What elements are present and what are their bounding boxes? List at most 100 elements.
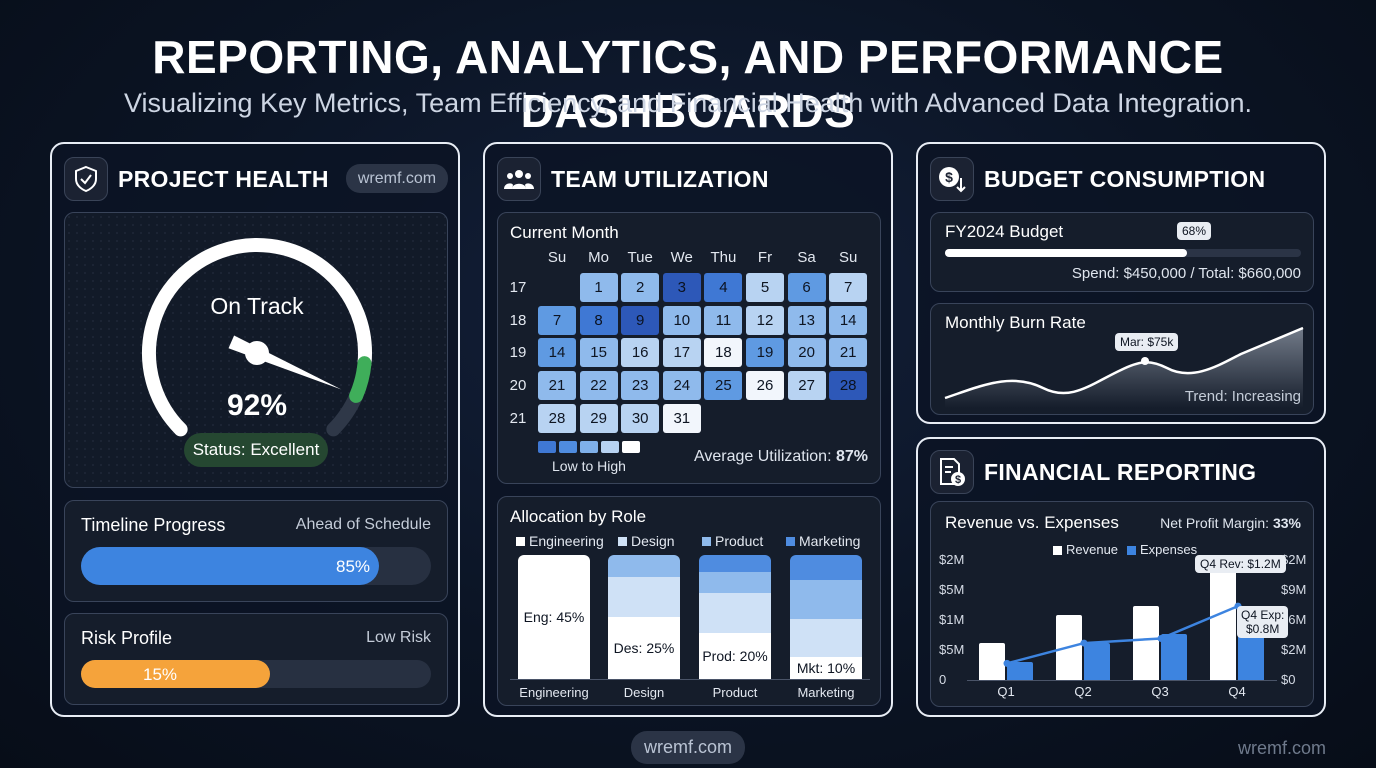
y-axis-tick-label: $5M <box>939 582 965 597</box>
allocation-axis-label: Product <box>712 685 758 700</box>
page-subtitle: Visualizing Key Metrics, Team Efficiency… <box>123 88 1253 118</box>
calendar-title: Current Month <box>510 223 619 242</box>
burn-rate-line <box>944 326 1304 400</box>
y2-axis-tick-label: $2M <box>1281 642 1307 657</box>
budget-title: BUDGET CONSUMPTION <box>984 165 1266 192</box>
average-label: Average Utilization: <box>693 448 832 465</box>
risk-note: Low Risk <box>366 629 431 646</box>
y-axis-tick-label: 0 <box>939 672 947 687</box>
y2-axis-tick-label: $2M <box>1281 552 1307 567</box>
calendar-cell: 6 <box>787 273 826 302</box>
calendar-cell: 1 <box>579 273 618 302</box>
gauge-fill <box>142 238 372 437</box>
q4-expense-callout: Q4 Exp: $0.8M <box>1237 606 1289 638</box>
calendar-cell: 22 <box>579 371 618 401</box>
allocation-card: Allocation by Role Engineering Design Prod… <box>497 496 881 706</box>
calendar-day-header: Su <box>547 249 567 266</box>
x-axis-tick-label: Q3 <box>1151 684 1169 699</box>
calendar-cell: 26 <box>746 371 784 401</box>
team-utilization-title: TEAM UTILIZATION <box>551 165 769 192</box>
x-axis-tick-label: Q4 <box>1228 684 1246 699</box>
y2-axis-tick-label: $0 <box>1281 672 1296 687</box>
budget-spend: Spend: $450,000 / Total: $660,000 <box>1071 265 1301 282</box>
timeline-fill <box>81 547 379 585</box>
allocation-bar-label: Des: 25% <box>613 640 675 656</box>
allocation-legend-label: Product <box>715 533 764 549</box>
allocation-legend: Engineering Design Product Marketing <box>516 533 876 549</box>
revenue-bar <box>1133 606 1159 680</box>
y-axis-tick-label: $2M <box>939 552 965 567</box>
expense-bar <box>1161 633 1187 680</box>
expense-bar <box>1084 643 1110 680</box>
heatmap-legend <box>538 441 648 455</box>
calendar-cell: 21 <box>538 371 576 401</box>
q4-expense-callout-line2: $0.8M <box>1246 622 1280 636</box>
allocation-bar-segment <box>518 555 590 679</box>
financial-title: FINANCIAL REPORTING <box>984 458 1257 485</box>
calendar-cell: 27 <box>787 371 826 401</box>
net-profit-margin: Net Profit Margin: 33% <box>1160 515 1301 531</box>
calendar-cell: 4 <box>704 273 743 302</box>
calendar-card: Current Month Su Mo Tue We Thu Fr Sa Su 17 1 2 3 4 5 6… <box>497 212 881 484</box>
allocation-bar-segment <box>608 577 680 617</box>
budget-badge: 68% <box>1177 222 1212 240</box>
allocation-bar-segment <box>790 619 862 657</box>
allocation-title: Allocation by Role <box>510 507 647 526</box>
calendar-cell: 29 <box>579 403 618 433</box>
calendar-cell: 7 <box>829 273 868 302</box>
burn-rate-marker <box>1141 357 1149 365</box>
project-health-title: PROJECT HEALTH <box>118 165 329 192</box>
calendar-cell: 14 <box>829 305 868 335</box>
health-gauge <box>142 238 372 437</box>
revenue-expenses-card: Revenue vs. Expenses Net Profit Margin: … <box>930 501 1314 707</box>
project-health-panel: PROJECT HEALTH wremf.com On Track 92% St… <box>50 142 460 717</box>
calendar-day-header: Su <box>839 249 858 266</box>
fin-legend-label: Expenses <box>1140 542 1198 557</box>
budget-fill <box>945 249 1188 257</box>
x-axis-tick-label: Q2 <box>1074 684 1092 699</box>
margin-label: Net Profit Margin: <box>1160 515 1270 531</box>
gauge-needle <box>228 335 342 390</box>
calendar-week-label: 20 <box>509 377 527 395</box>
risk-card: Risk Profile Low Risk 15% <box>64 613 448 705</box>
revenue-chart-title: Revenue vs. Expenses <box>945 513 1119 532</box>
allocation-bar-segment <box>699 633 771 679</box>
site-pill[interactable]: wremf.com <box>346 164 448 193</box>
timeline-value: 85% <box>336 557 371 576</box>
gauge-fill-green <box>349 356 372 403</box>
allocation-bar-segment <box>790 656 862 679</box>
trend-point <box>1080 639 1088 647</box>
team-icon <box>497 157 541 201</box>
calendar-day-header: Tue <box>627 249 653 266</box>
revenue-bar <box>979 643 1005 680</box>
heatmap-legend-swatch <box>601 441 619 453</box>
y-axis-tick-label: $1M <box>939 612 965 627</box>
calendar-cell: 14 <box>538 338 576 368</box>
allocation-bar-segment <box>608 555 680 578</box>
calendar-cell: 11 <box>704 305 743 335</box>
average-utilization: Average Utilization: 87% <box>694 448 868 466</box>
heatmap-legend-swatch <box>559 441 577 453</box>
calendar-cell: 28 <box>538 403 576 433</box>
calendar-cell: 13 <box>787 305 826 335</box>
calendar-cell: 21 <box>829 338 868 368</box>
calendar-cell: 18 <box>704 338 743 368</box>
calendar-cell: 5 <box>746 273 784 302</box>
gauge-label: On Track <box>210 293 304 319</box>
allocation-legend-label: Marketing <box>799 533 861 549</box>
burn-rate-chart <box>944 326 1304 408</box>
gauge-hub <box>245 341 269 365</box>
allocation-axis-label: Design <box>623 685 665 700</box>
fin-legend-label: Revenue <box>1066 542 1119 557</box>
allocation-bar-segment <box>790 555 862 580</box>
allocation-bar-segment <box>699 572 771 594</box>
budget-header: $ BUDGET CONSUMPTION <box>930 156 1265 202</box>
average-value: 87% <box>835 448 868 465</box>
calendar-day-header: Fr <box>757 249 773 266</box>
trend-point <box>1003 659 1011 667</box>
calendar-cell: 16 <box>621 338 660 368</box>
financial-panel: $ FINANCIAL REPORTING Revenue vs. Expens… <box>916 437 1326 717</box>
calendar-day-header: We <box>670 249 693 266</box>
fy-budget-card: FY2024 Budget 68% Spend: $450,000 / Tota… <box>930 212 1314 292</box>
financial-report-icon: $ <box>930 450 974 494</box>
